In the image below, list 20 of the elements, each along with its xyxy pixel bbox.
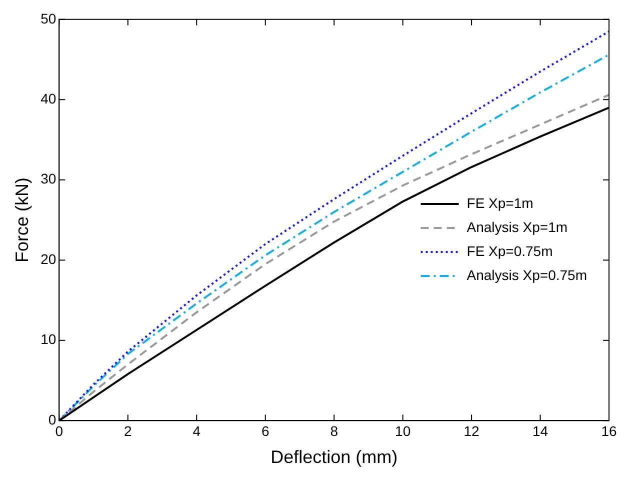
x-tick-label: 8	[330, 422, 338, 439]
x-axis-title: Deflection (mm)	[270, 447, 398, 468]
y-tick-label: 0	[48, 411, 56, 428]
x-tick-label: 6	[261, 422, 270, 439]
legend-label: Analysis Xp=0.75m	[466, 266, 588, 283]
x-tick-label: 10	[395, 422, 411, 439]
legend-label: FE Xp=0.75m	[466, 242, 553, 259]
x-tick-label: 2	[124, 422, 132, 439]
y-tick-label: 50	[40, 10, 56, 26]
x-tick-label: 4	[192, 422, 201, 439]
legend-label: Analysis Xp=1m	[466, 218, 568, 235]
y-tick-label: 40	[40, 90, 56, 106]
y-tick-label: 30	[40, 170, 56, 187]
y-tick-label: 20	[40, 250, 56, 267]
x-tick-label: 16	[601, 422, 617, 439]
legend-label: FE Xp=1m	[466, 194, 534, 211]
x-tick-label: 12	[464, 422, 480, 439]
y-axis-title: Force (kN)	[12, 178, 32, 262]
x-tick-label: 14	[532, 422, 548, 439]
y-tick-label: 10	[40, 331, 56, 348]
